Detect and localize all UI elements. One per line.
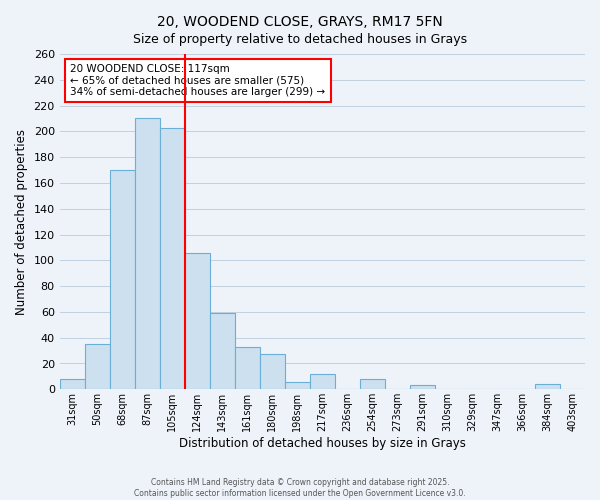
Text: Contains HM Land Registry data © Crown copyright and database right 2025.
Contai: Contains HM Land Registry data © Crown c…: [134, 478, 466, 498]
Bar: [135, 118, 160, 390]
Text: Size of property relative to detached houses in Grays: Size of property relative to detached ho…: [133, 32, 467, 46]
Bar: [285, 382, 310, 390]
Y-axis label: Number of detached properties: Number of detached properties: [15, 128, 28, 314]
Bar: [260, 354, 285, 390]
Bar: [210, 313, 235, 390]
Bar: [160, 128, 185, 390]
Bar: [235, 346, 260, 390]
Text: 20, WOODEND CLOSE, GRAYS, RM17 5FN: 20, WOODEND CLOSE, GRAYS, RM17 5FN: [157, 15, 443, 29]
Bar: [185, 252, 210, 390]
Bar: [59, 379, 85, 390]
Bar: [360, 379, 385, 390]
Bar: [310, 374, 335, 390]
Text: 20 WOODEND CLOSE: 117sqm
← 65% of detached houses are smaller (575)
34% of semi-: 20 WOODEND CLOSE: 117sqm ← 65% of detach…: [70, 64, 325, 98]
Bar: [410, 386, 435, 390]
X-axis label: Distribution of detached houses by size in Grays: Distribution of detached houses by size …: [179, 437, 466, 450]
Bar: [85, 344, 110, 390]
Bar: [535, 384, 560, 390]
Bar: [110, 170, 135, 390]
